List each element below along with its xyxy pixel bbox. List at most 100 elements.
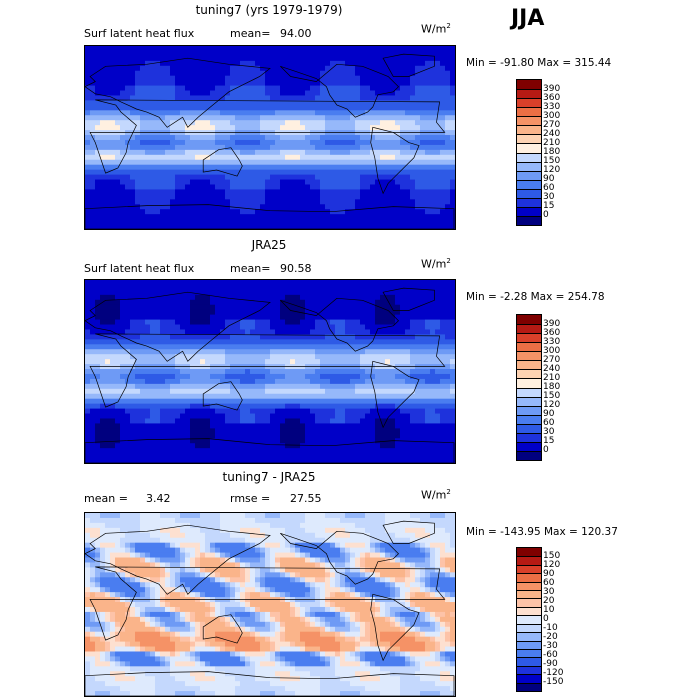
heatmap-cell <box>240 398 246 405</box>
heatmap-cell <box>340 458 346 463</box>
heatmap-cell <box>95 339 101 345</box>
heatmap-cell <box>195 423 201 429</box>
heatmap-cell <box>165 428 171 434</box>
heatmap-cell <box>145 224 151 229</box>
heatmap-cell <box>360 169 366 176</box>
heatmap-cell <box>370 204 376 210</box>
heatmap-cell <box>425 139 431 146</box>
heatmap-cell <box>350 135 356 141</box>
heatmap-cell <box>175 46 181 52</box>
heatmap-cell <box>305 80 311 87</box>
heatmap-cell <box>170 364 176 370</box>
heatmap-cell <box>235 359 241 365</box>
heatmap-cell <box>385 169 391 176</box>
heatmap-cell <box>120 413 126 420</box>
heatmap-cell <box>215 398 221 405</box>
heatmap-cell <box>220 284 226 291</box>
heatmap-cell <box>190 204 196 210</box>
heatmap-cell <box>320 428 326 434</box>
heatmap-cell <box>125 135 131 141</box>
heatmap-cell <box>175 125 181 131</box>
heatmap-cell <box>330 209 336 215</box>
heatmap-cell <box>130 388 136 395</box>
heatmap-cell <box>135 378 141 385</box>
heatmap-cell <box>230 125 236 131</box>
heatmap-cell <box>130 349 136 355</box>
heatmap-cell <box>160 90 166 97</box>
heatmap-cell <box>280 398 286 405</box>
heatmap-cell <box>140 438 146 444</box>
heatmap-cell <box>210 219 216 225</box>
heatmap-cell <box>360 458 366 463</box>
heatmap-cell <box>280 139 286 146</box>
heatmap-cell <box>355 154 361 161</box>
heatmap-cell <box>240 309 246 316</box>
heatmap-cell <box>205 159 211 166</box>
heatmap-cell <box>355 125 361 131</box>
heatmap-cell <box>95 448 101 454</box>
heatmap-cell <box>235 110 241 116</box>
heatmap-cell <box>330 408 336 415</box>
heatmap-cell <box>90 319 96 326</box>
heatmap-cell <box>170 179 176 186</box>
heatmap-cell <box>230 354 236 360</box>
heatmap-cell <box>425 130 431 136</box>
heatmap-cell <box>150 299 156 306</box>
heatmap-cell <box>245 383 251 390</box>
heatmap-cell <box>95 438 101 444</box>
heatmap-cell <box>265 458 271 463</box>
heatmap-cell <box>155 189 161 195</box>
heatmap-cell <box>345 60 351 67</box>
heatmap-cell <box>280 304 286 311</box>
heatmap-cell <box>90 204 96 210</box>
heatmap-cell <box>215 413 221 420</box>
heatmap-cell <box>200 458 206 463</box>
heatmap-cell <box>105 289 111 296</box>
heatmap-cell <box>420 149 426 156</box>
heatmap-cell <box>210 60 216 67</box>
heatmap-cell <box>285 334 291 340</box>
heatmap-cell <box>235 280 241 286</box>
heatmap-cell <box>95 408 101 415</box>
heatmap-cell <box>240 354 246 360</box>
heatmap-cell <box>220 219 226 225</box>
heatmap-cell <box>265 194 271 200</box>
heatmap-cell <box>250 349 256 355</box>
heatmap-cell <box>235 423 241 429</box>
heatmap-cell <box>375 189 381 195</box>
heatmap-cell <box>185 289 191 296</box>
heatmap-cell <box>330 199 336 205</box>
heatmap-cell <box>105 110 111 116</box>
coastline-south-america <box>370 126 420 195</box>
heatmap-cell <box>295 189 301 195</box>
heatmap-cell <box>290 199 296 205</box>
heatmap-cell <box>295 159 301 166</box>
heatmap-cell <box>140 284 146 291</box>
heatmap-cell <box>305 378 311 385</box>
heatmap-cell <box>330 433 336 439</box>
heatmap-cell <box>190 60 196 67</box>
heatmap-cell <box>110 50 116 57</box>
heatmap-cell <box>230 209 236 215</box>
heatmap-cell <box>150 169 156 176</box>
heatmap-cell <box>190 174 196 181</box>
heatmap-cell <box>285 339 291 345</box>
heatmap-cell <box>155 354 161 360</box>
heatmap-cell <box>160 80 166 87</box>
heatmap-cell <box>145 219 151 225</box>
heatmap-cell <box>335 125 341 131</box>
heatmap-cell <box>280 46 286 52</box>
heatmap-cell <box>150 324 156 331</box>
heatmap-cell <box>360 110 366 116</box>
heatmap-cell <box>365 373 371 380</box>
heatmap-cell <box>235 443 241 449</box>
heatmap-cell <box>330 65 336 72</box>
heatmap-cell <box>450 179 455 186</box>
heatmap-cell <box>155 65 161 72</box>
heatmap-cell <box>245 418 251 425</box>
heatmap-cell <box>350 304 356 311</box>
heatmap-cell <box>445 204 451 210</box>
heatmap-cell <box>210 373 216 380</box>
heatmap-cell <box>125 149 131 156</box>
heatmap-cell <box>245 309 251 316</box>
